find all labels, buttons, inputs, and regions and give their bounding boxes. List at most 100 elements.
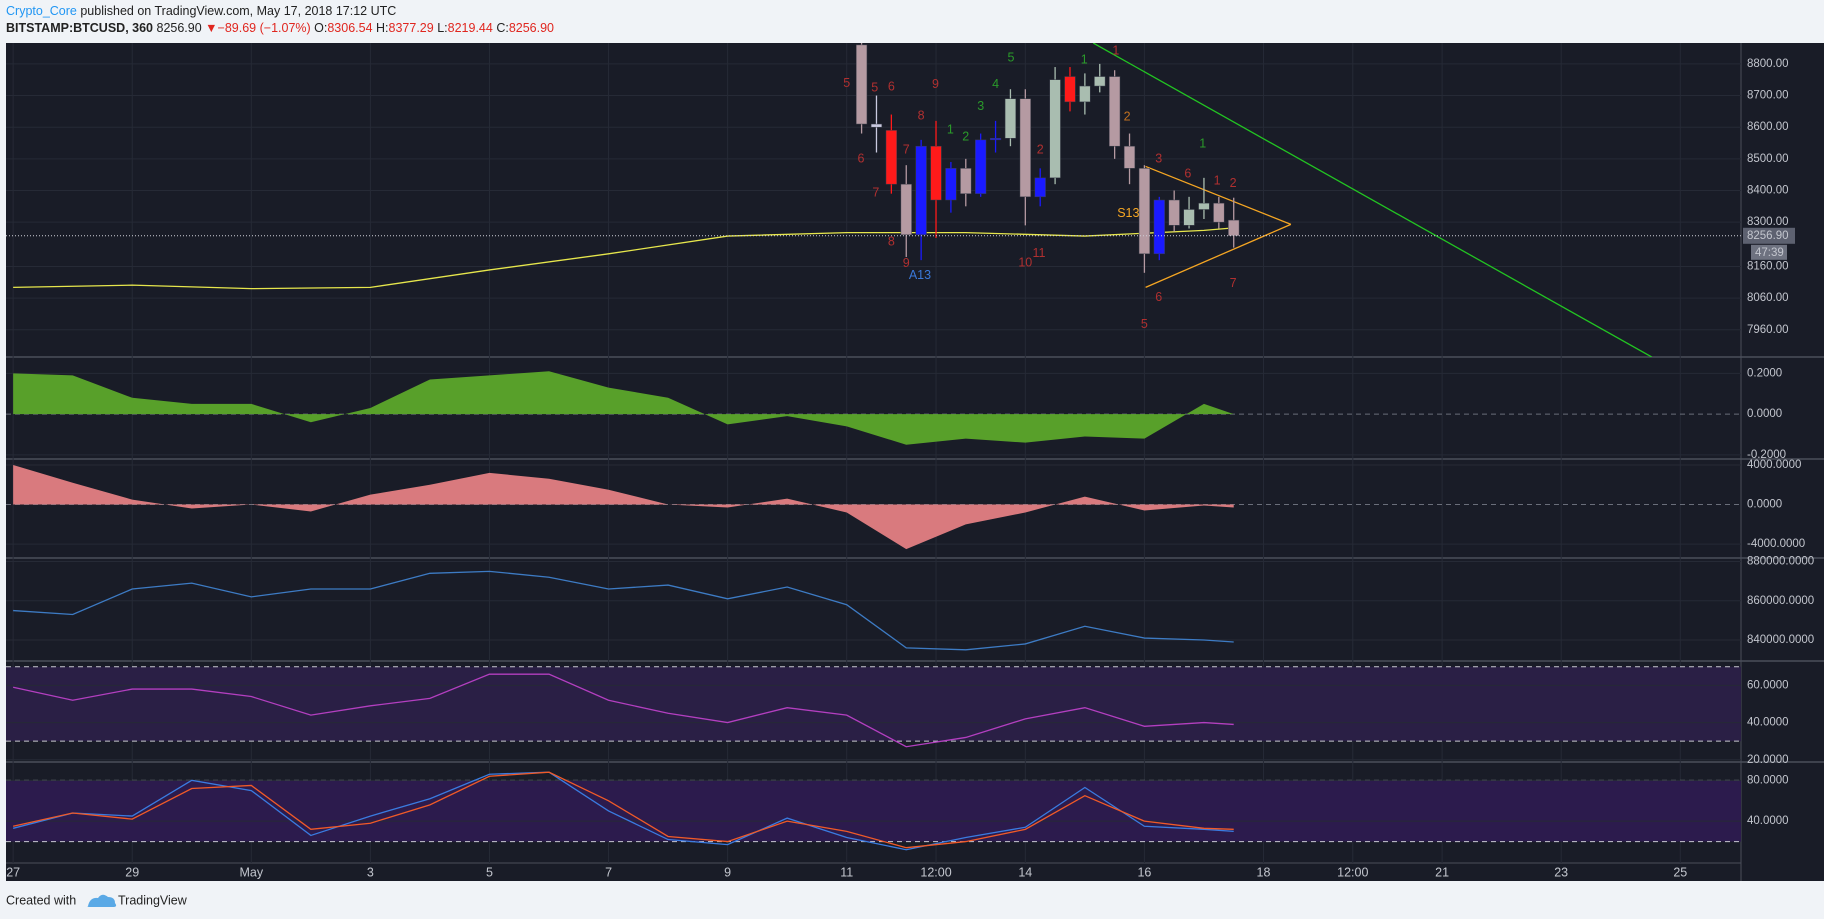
- candle-body: [930, 145, 942, 201]
- candle-body: [989, 138, 1002, 141]
- annotation: 7: [903, 142, 910, 156]
- author[interactable]: Crypto_Core: [6, 4, 77, 18]
- area: [13, 464, 1234, 550]
- plot-area: 27 29 May 3 5 7 9 11 12:00 14 16 18 12:00 21 23 258800.…: [6, 43, 1824, 881]
- x-tick-label: 7: [605, 865, 612, 879]
- annotation: 2: [1037, 142, 1044, 156]
- annotation: 1: [947, 123, 954, 137]
- y-tick-label: 60.0000: [1747, 679, 1789, 691]
- annotation: 5: [871, 81, 878, 95]
- candle-body: [1004, 98, 1017, 139]
- change: −89.69 (−1.07%): [218, 21, 311, 35]
- overlay-line: [1145, 165, 1292, 225]
- candle-body: [1034, 177, 1046, 198]
- x-tick-label: 25: [1673, 865, 1687, 879]
- y-tick-label: 8060.00: [1747, 292, 1789, 304]
- candle-body: [1153, 199, 1165, 255]
- y-tick-label: 0.0000: [1747, 499, 1782, 511]
- header-line: Crypto_Core published on TradingView.com…: [6, 4, 396, 18]
- candle-body: [1213, 202, 1225, 223]
- candle-body: [1109, 76, 1121, 147]
- annotation: 6: [1184, 167, 1191, 181]
- annotation: 2: [962, 130, 969, 144]
- annotation: 3: [977, 99, 984, 113]
- low: 8219.44: [448, 21, 493, 35]
- candle-body: [870, 123, 883, 128]
- annotation: 8: [888, 234, 895, 248]
- annotation: 5: [1008, 50, 1015, 64]
- annotation: 6: [1155, 290, 1162, 304]
- annotation: S13: [1117, 206, 1139, 220]
- y-tick-label: 8300.00: [1747, 216, 1789, 228]
- candle-body: [1228, 219, 1240, 237]
- candle-body: [960, 168, 972, 194]
- last: 8256.90: [157, 21, 202, 35]
- candle-body: [1019, 98, 1031, 198]
- annotation: 6: [888, 80, 895, 94]
- band-fill: [6, 780, 1741, 842]
- arrow: ▼: [205, 21, 217, 35]
- annotation: 9: [903, 256, 910, 270]
- line: [13, 570, 1234, 651]
- annotation: 5: [1141, 317, 1148, 331]
- countdown-box: [1751, 244, 1787, 260]
- l-label: L:: [437, 21, 447, 35]
- y-tick-label: 0.0000: [1747, 408, 1782, 420]
- annotation: 5: [843, 76, 850, 90]
- footer-created: Created with: [6, 893, 76, 907]
- annotation: 8: [918, 108, 925, 122]
- candle-body: [1198, 202, 1210, 210]
- y-tick-label: 40.0000: [1747, 815, 1789, 827]
- x-tick-label: 11: [840, 865, 853, 879]
- high: 8377.29: [389, 21, 434, 35]
- y-tick-label: 8800.00: [1747, 58, 1789, 70]
- annotation: 9: [932, 77, 939, 91]
- candle-body: [900, 183, 912, 236]
- y-tick-label: 7960.00: [1747, 324, 1789, 336]
- x-tick-label: 27: [6, 865, 20, 879]
- y-tick-label: 80.0000: [1747, 774, 1789, 786]
- last-price-box: [1743, 227, 1795, 244]
- y-tick-label: 20.0000: [1747, 754, 1789, 766]
- annotation: 7: [872, 185, 879, 199]
- open: 8306.54: [327, 21, 372, 35]
- area: [13, 371, 1234, 445]
- candle-body: [1079, 85, 1091, 103]
- x-tick-label: 9: [724, 865, 731, 879]
- x-tick-label: May: [239, 865, 263, 879]
- overlay-line: [1145, 223, 1292, 288]
- close: 8256.90: [509, 21, 554, 35]
- symbol: BITSTAMP:BTCUSD, 360: [6, 21, 153, 35]
- annotation: 1: [1214, 174, 1221, 188]
- y-tick-label: -4000.0000: [1747, 538, 1805, 550]
- countdown: 47:39: [1755, 247, 1784, 259]
- y-tick-label: 4000.0000: [1747, 459, 1801, 471]
- annotation: 2: [1124, 110, 1131, 124]
- y-tick-label: 8600.00: [1747, 121, 1789, 133]
- candle-body: [1183, 209, 1195, 226]
- annotation: 2: [1230, 176, 1237, 190]
- logo[interactable]: [87, 894, 117, 907]
- o-label: O:: [314, 21, 327, 35]
- y-tick-label: 8700.00: [1747, 90, 1789, 102]
- y-tick-label: 880000.0000: [1747, 556, 1814, 568]
- annotation: A13: [909, 268, 931, 282]
- footer-brand[interactable]: TradingView: [118, 893, 188, 907]
- candle-body: [855, 44, 868, 125]
- line: [12, 771, 1234, 851]
- candle-body: [1123, 145, 1136, 169]
- x-tick-label: 12:00: [920, 865, 951, 879]
- line: [13, 771, 1234, 849]
- published: published on TradingView.com, May 17, 20…: [80, 4, 396, 18]
- candle-body: [945, 168, 957, 201]
- c-label: C:: [496, 21, 509, 35]
- x-tick-label: 18: [1257, 865, 1271, 879]
- annotation: 11: [1033, 246, 1046, 260]
- last-price-label: 8256.90: [1747, 230, 1789, 242]
- y-tick-label: 840000.0000: [1747, 634, 1814, 646]
- x-tick-label: 5: [486, 865, 493, 879]
- annotation: 7: [1230, 276, 1237, 290]
- y-tick-label: 0.2000: [1747, 367, 1782, 379]
